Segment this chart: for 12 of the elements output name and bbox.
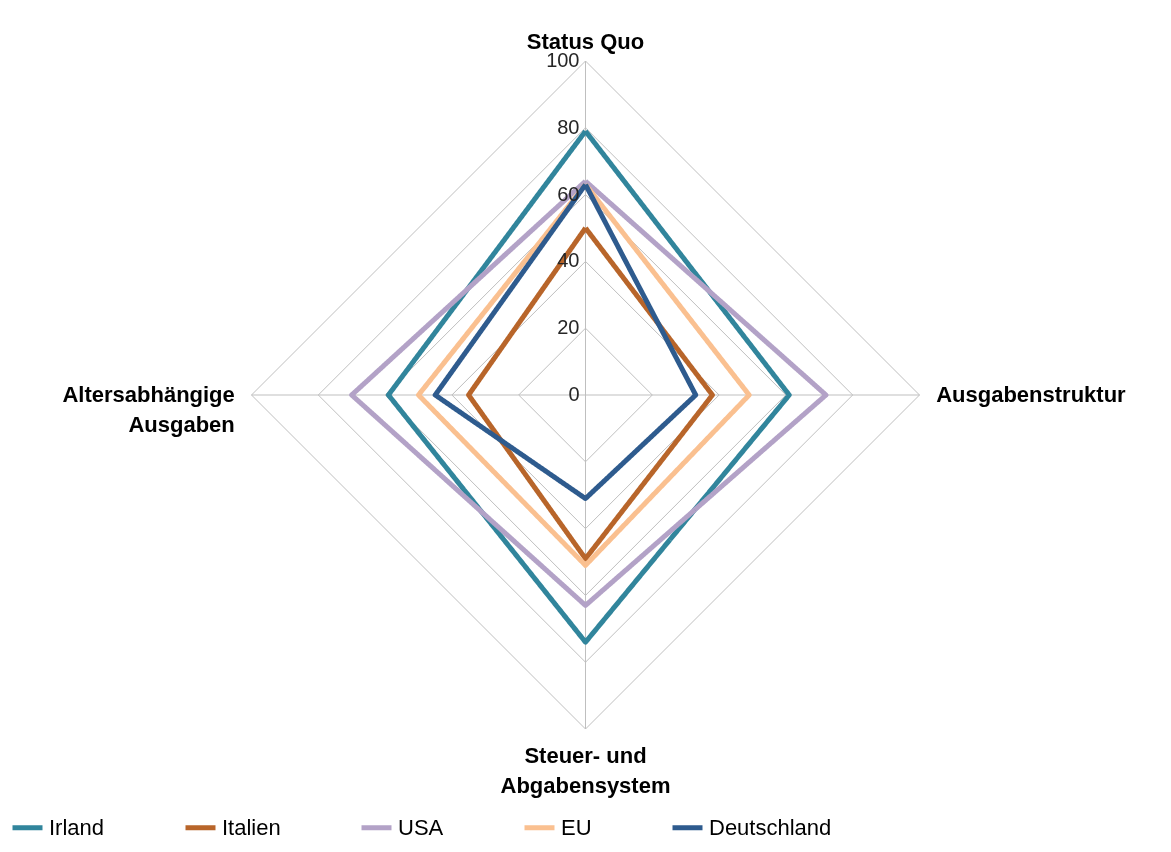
y-tick-label: 20	[557, 316, 580, 339]
spoke-label: Steuer- und Abgabensystem	[500, 742, 671, 798]
y-tick-label: 0	[568, 383, 580, 405]
y-tick-label: 100	[546, 49, 580, 71]
spoke-label: Altersabhängige Ausgaben	[62, 382, 235, 437]
legend-label: Irland	[49, 814, 105, 840]
legend-label: EU	[561, 814, 592, 840]
legend-label: Italien	[222, 814, 281, 840]
legend-label: Deutschland	[709, 814, 832, 840]
spoke-label: Ausgabenstruktur	[936, 382, 1127, 407]
legend-label: USA	[398, 814, 444, 840]
y-tick-label: 80	[557, 115, 580, 138]
